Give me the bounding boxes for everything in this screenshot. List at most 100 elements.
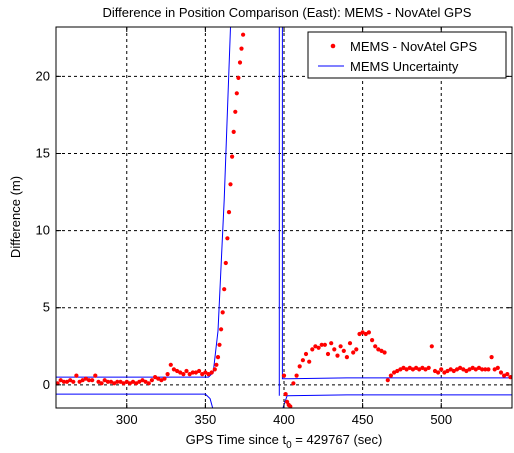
data-point: [325, 351, 331, 357]
y-tick-label: 5: [43, 300, 50, 315]
data-point: [423, 367, 428, 372]
data-point: [505, 372, 510, 377]
data-point: [341, 348, 346, 353]
data-point: [388, 373, 393, 378]
data-point: [376, 347, 381, 352]
data-point: [483, 367, 488, 372]
data-point: [241, 32, 246, 37]
data-point: [332, 347, 337, 352]
data-point: [451, 368, 456, 374]
legend-box: [307, 31, 507, 79]
data-point: [439, 367, 444, 372]
data-point: [285, 399, 290, 404]
legend-label-scatter: MEMS - NovAtel GPS: [350, 39, 477, 54]
y-axis-label: Difference (m): [8, 176, 23, 258]
data-point: [105, 379, 110, 384]
data-point: [291, 381, 296, 386]
data-point: [366, 330, 371, 335]
data-point: [294, 373, 299, 378]
data-point: [80, 378, 85, 383]
data-point: [220, 310, 225, 315]
data-point: [203, 370, 208, 375]
data-point: [322, 342, 327, 347]
data-point: [467, 367, 472, 372]
data-point: [162, 376, 167, 381]
data-point: [283, 392, 288, 397]
data-point: [338, 344, 343, 349]
data-point: [137, 379, 142, 384]
x-tick-label: 350: [195, 412, 217, 427]
data-point: [197, 368, 202, 374]
data-point: [146, 381, 151, 386]
x-axis-label-rest: = 429767 (sec): [292, 432, 383, 447]
uncertainty-line: [56, 393, 214, 408]
data-point: [56, 381, 60, 386]
data-point: [68, 378, 73, 383]
data-point: [74, 373, 79, 378]
data-point: [300, 358, 305, 363]
data-point: [363, 331, 368, 337]
data-point: [187, 372, 192, 377]
data-point: [140, 378, 145, 383]
data-point: [370, 338, 375, 343]
data-point: [99, 381, 104, 386]
uncertainty-line: [282, 394, 512, 408]
data-point: [379, 348, 384, 353]
chart-title: Difference in Position Comparison (East)…: [103, 5, 472, 20]
data-point: [335, 353, 340, 358]
data-point: [214, 362, 219, 367]
data-point: [121, 381, 126, 386]
x-tick-label: 450: [352, 412, 374, 427]
data-point: [448, 367, 453, 372]
data-point: [190, 370, 195, 375]
data-point: [228, 182, 233, 187]
data-point: [360, 330, 365, 335]
y-tick-label: 0: [43, 377, 50, 392]
data-point: [108, 379, 114, 384]
data-point: [181, 372, 186, 377]
data-point: [354, 347, 359, 352]
data-point: [226, 210, 232, 215]
data-point: [436, 370, 441, 375]
data-point: [395, 368, 400, 374]
uncertainty-line: [56, 27, 231, 378]
series-layer: [56, 27, 512, 408]
data-point: [212, 367, 217, 372]
data-point: [193, 370, 198, 375]
data-point: [281, 373, 287, 378]
data-point: [417, 367, 422, 372]
data-point: [461, 367, 466, 372]
data-point: [143, 379, 148, 384]
data-point: [404, 367, 409, 372]
data-point: [233, 109, 238, 114]
data-point: [473, 367, 478, 372]
data-point: [153, 375, 158, 380]
legend-marker-scatter: [330, 43, 336, 49]
legend: MEMS - NovAtel GPS MEMS Uncertainty: [307, 31, 507, 79]
data-point: [426, 365, 431, 370]
x-tick-label: 300: [116, 412, 138, 427]
data-point: [219, 327, 224, 332]
data-point: [231, 129, 236, 134]
uncertainty-line: [281, 27, 512, 380]
data-point: [489, 355, 494, 360]
data-point: [58, 378, 63, 383]
data-point: [171, 367, 176, 372]
data-point: [486, 367, 491, 372]
legend-label-uncertainty: MEMS Uncertainty: [350, 59, 459, 74]
data-point: [230, 154, 235, 159]
data-point: [495, 365, 500, 370]
data-point: [329, 341, 334, 346]
x-axis-label-subscript: 0: [286, 440, 292, 451]
x-axis-label: GPS Time since t0 = 429767 (sec): [186, 432, 383, 451]
data-point: [357, 331, 362, 337]
data-point: [77, 379, 82, 384]
data-point: [303, 351, 309, 357]
tick-layer: 300 350 400 450 500 0 5 10 15 20: [36, 27, 512, 427]
data-point: [288, 404, 293, 408]
x-axis-label-main: GPS Time since t: [186, 432, 287, 447]
plot-area: [56, 27, 512, 408]
data-point: [168, 362, 173, 367]
data-point: [310, 347, 315, 352]
